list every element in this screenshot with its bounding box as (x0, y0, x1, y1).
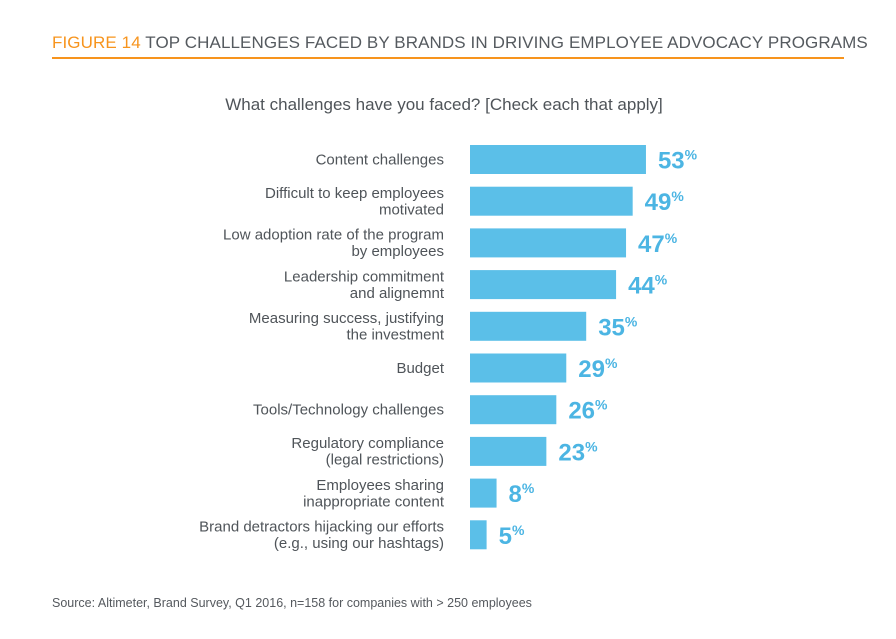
figure-title: TOP CHALLENGES FACED BY BRANDS IN DRIVIN… (145, 33, 868, 52)
value-label-5: 35% (598, 313, 638, 341)
category-label-10-line-2: (e.g., using our hashtags) (274, 535, 444, 552)
chart-title: What challenges have you faced? [Check e… (0, 95, 896, 115)
category-label-5-line-1: Measuring success, justifying (249, 310, 444, 327)
value-label-10: 5% (499, 522, 525, 550)
value-label-3: 47% (638, 230, 678, 258)
value-unit-2: % (671, 188, 684, 204)
bar-4 (470, 270, 617, 300)
category-label-3-line-2: by employees (351, 243, 444, 260)
value-label-7: 26% (568, 397, 608, 425)
category-label-2-line-2: motivated (379, 201, 444, 218)
category-label-6: Budget (396, 360, 444, 377)
figure-number: FIGURE 14 (52, 33, 141, 52)
bar-2 (470, 186, 633, 216)
bar-3 (470, 228, 627, 258)
value-label-2: 49% (645, 188, 685, 216)
value-unit-9: % (522, 480, 535, 496)
value-label-4: 44% (628, 272, 668, 300)
bar-5 (470, 311, 587, 341)
value-unit-7: % (595, 397, 608, 413)
category-label-9-line-2: inappropriate content (303, 493, 445, 510)
value-label-1: 53% (658, 147, 698, 175)
category-label-3-line-1: Low adoption rate of the program (223, 227, 444, 244)
category-label-4-line-1: Leadership commitment (284, 268, 445, 285)
category-label-4-line-2: and alignemnt (350, 285, 445, 302)
bar-8 (470, 436, 547, 466)
chart-title-text: What challenges have you faced? [Check e… (225, 95, 663, 114)
value-unit-8: % (585, 438, 598, 454)
value-label-6: 29% (578, 355, 618, 383)
category-label-5-line-2: the investment (346, 327, 444, 344)
value-label-8: 23% (558, 438, 598, 466)
bar-6 (470, 353, 567, 383)
category-label-7: Tools/Technology challenges (253, 402, 444, 419)
value-unit-4: % (655, 272, 668, 288)
value-label-9: 8% (509, 480, 535, 508)
value-unit-3: % (665, 230, 678, 246)
category-label-1: Content challenges (316, 152, 444, 169)
value-unit-6: % (605, 355, 618, 371)
category-label-8-line-2: (legal restrictions) (326, 452, 444, 469)
bar-1 (470, 145, 646, 174)
value-unit-5: % (625, 313, 638, 329)
category-label-10-line-1: Brand detractors hijacking our efforts (199, 519, 444, 536)
figure-header: FIGURE 14 TOP CHALLENGES FACED BY BRANDS… (52, 33, 868, 53)
bar-10 (470, 520, 487, 550)
source-note: Source: Altimeter, Brand Survey, Q1 2016… (52, 596, 532, 610)
bar-7 (470, 395, 557, 425)
header-divider (52, 57, 844, 59)
bar-9 (470, 478, 497, 508)
category-label-2-line-1: Difficult to keep employees (265, 185, 444, 202)
value-unit-1: % (685, 147, 698, 163)
category-label-9-line-1: Employees sharing (316, 477, 444, 494)
value-unit-10: % (512, 522, 525, 538)
category-label-8-line-1: Regulatory compliance (291, 435, 444, 452)
